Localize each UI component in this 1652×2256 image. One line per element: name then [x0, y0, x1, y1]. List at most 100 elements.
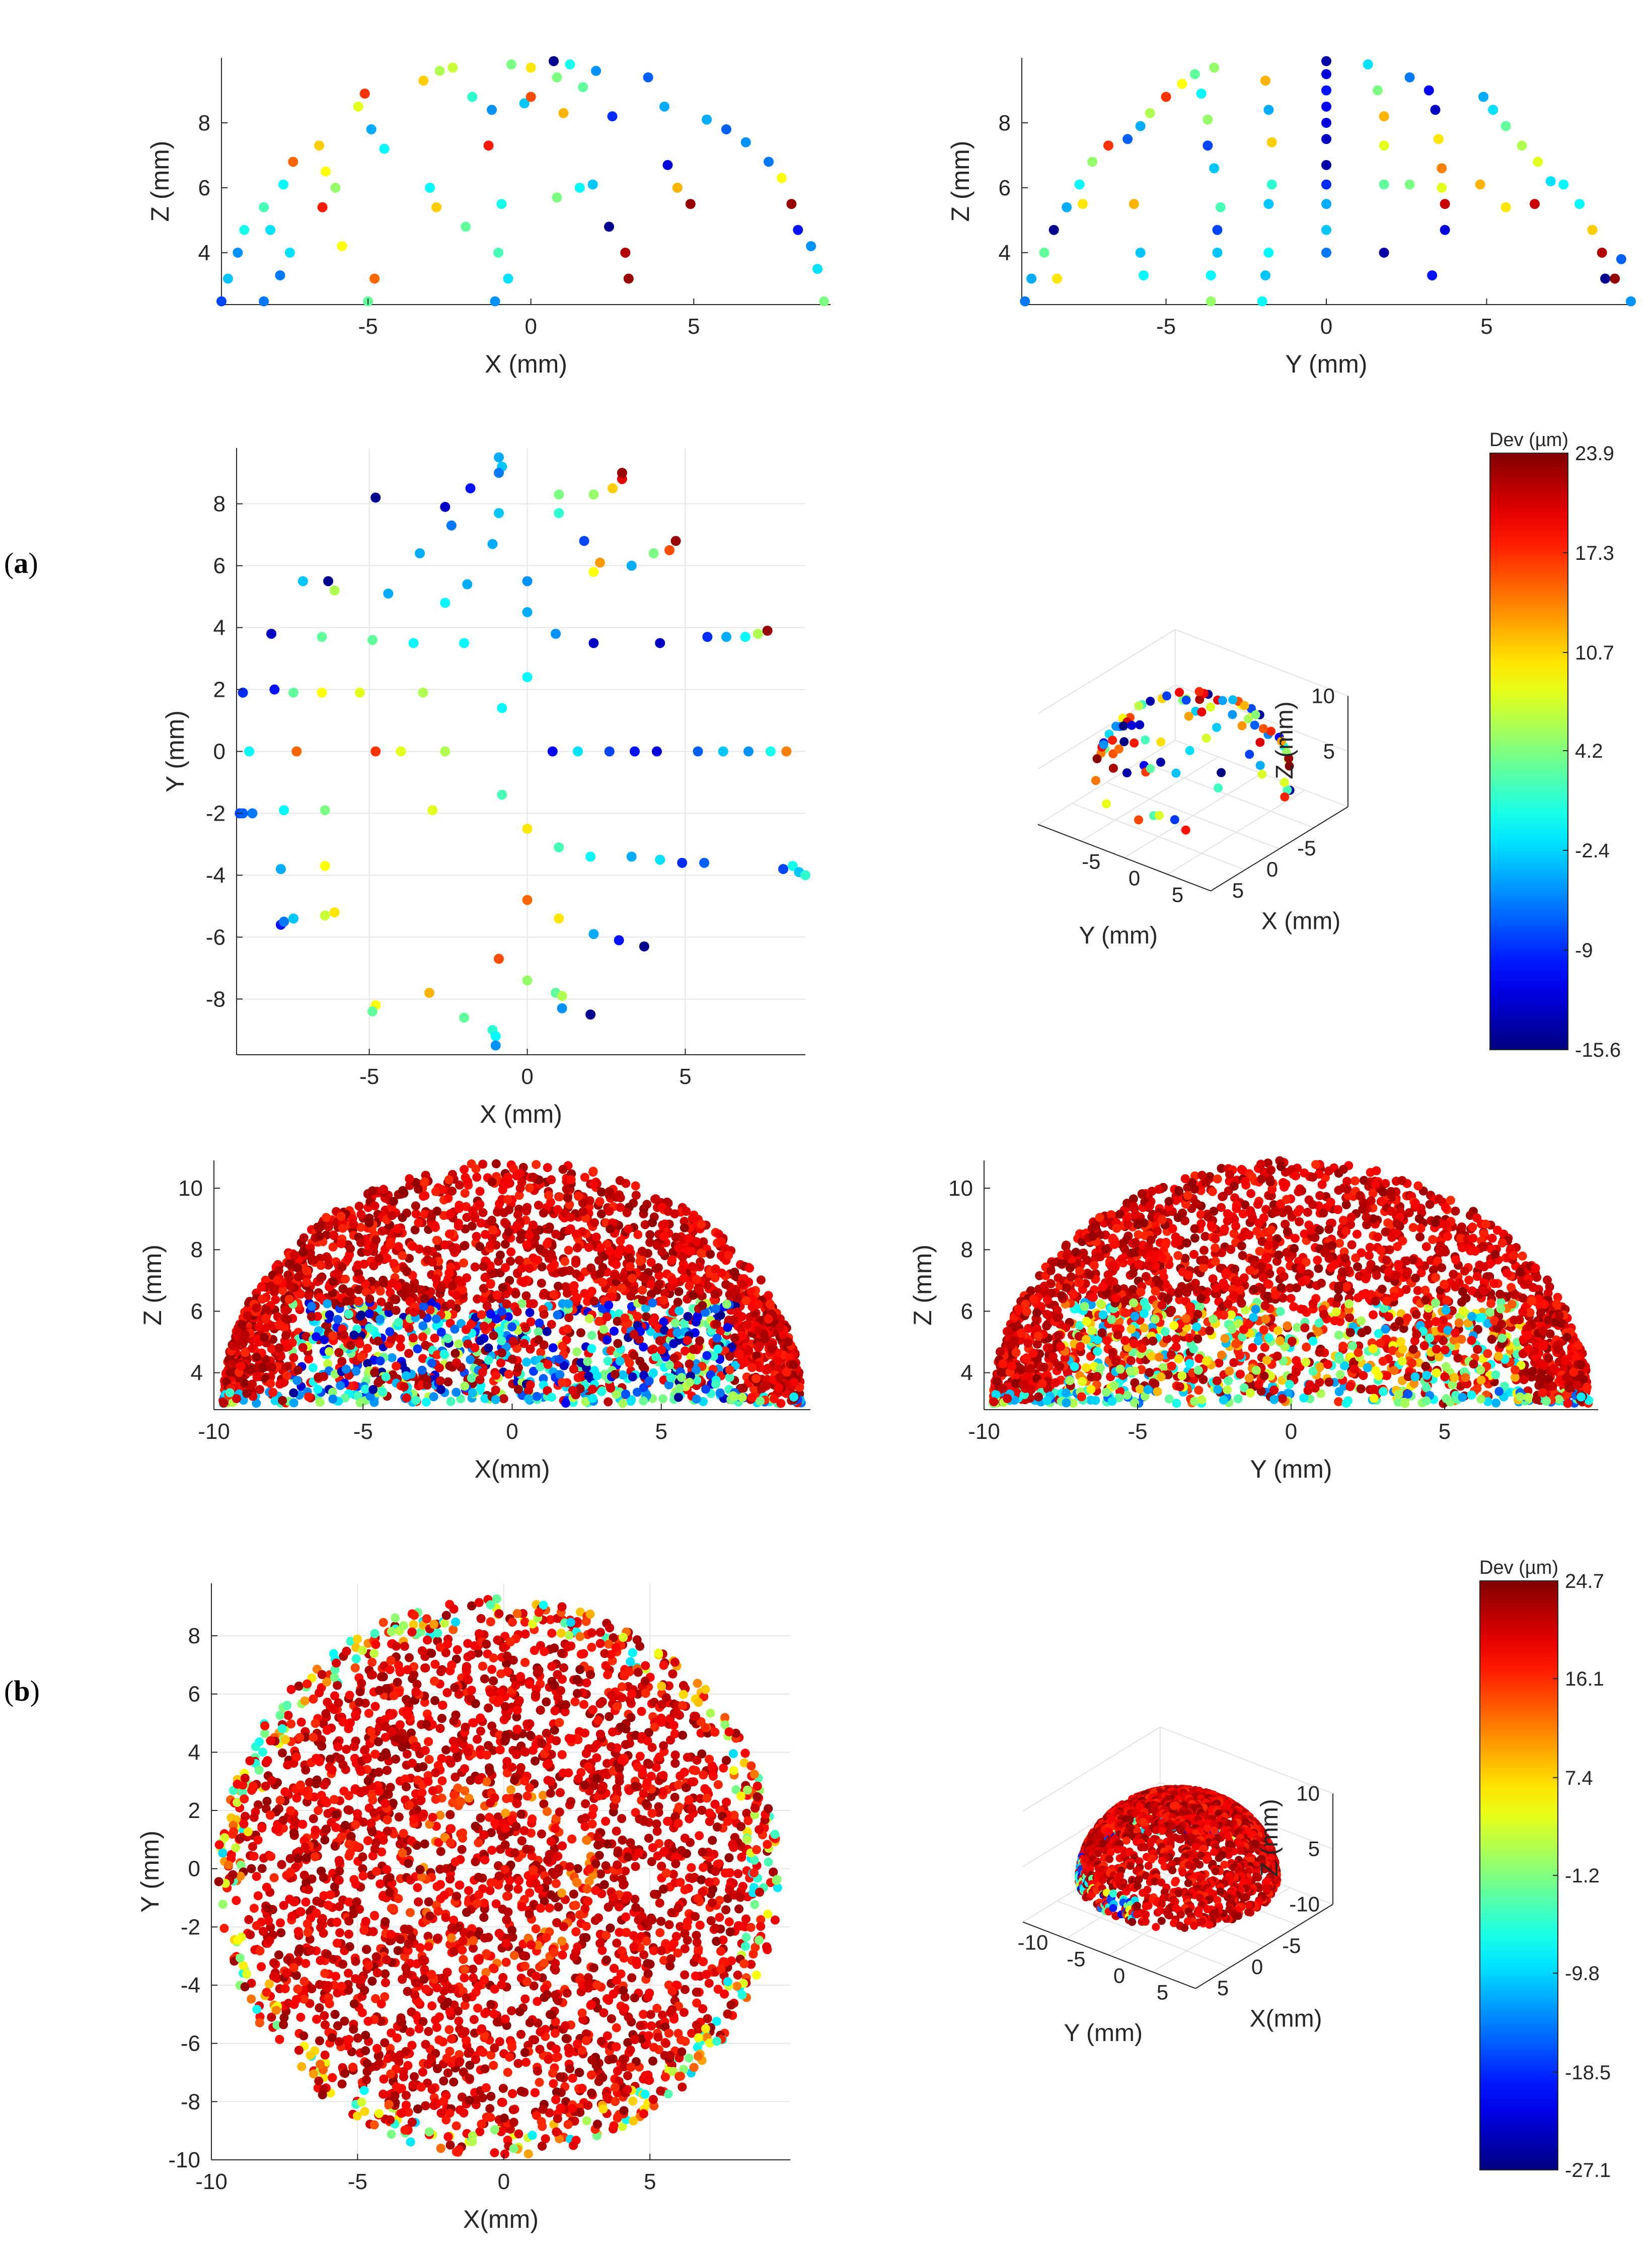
data-point	[519, 98, 530, 109]
data-point	[427, 1212, 436, 1221]
data-point	[1263, 247, 1274, 258]
data-point	[588, 1394, 597, 1403]
data-point	[525, 92, 536, 102]
data-point	[682, 1207, 691, 1216]
data-point	[765, 746, 776, 757]
data-point	[465, 483, 476, 493]
data-point	[610, 1370, 620, 1379]
data-point	[242, 1389, 252, 1398]
data-point	[654, 1279, 664, 1289]
data-point	[783, 1337, 793, 1347]
data-point	[648, 1317, 657, 1327]
data-point	[443, 1377, 453, 1387]
data-point	[1263, 105, 1274, 115]
data-point	[1321, 117, 1331, 128]
data-point	[460, 1165, 469, 1174]
data-point	[496, 1358, 506, 1368]
data-point	[399, 1382, 409, 1392]
data-point	[616, 1236, 625, 1246]
data-point	[321, 166, 331, 177]
data-point	[512, 1307, 522, 1317]
data-point	[710, 1289, 720, 1299]
data-point	[1421, 1383, 1431, 1393]
data-point	[584, 1243, 593, 1252]
data-point	[431, 1314, 441, 1324]
data-point	[423, 1246, 432, 1255]
data-point	[507, 1322, 517, 1332]
data-point	[534, 1200, 543, 1210]
data-point	[302, 1278, 312, 1287]
data-point	[1299, 1305, 1308, 1315]
data-point	[323, 1359, 333, 1368]
data-point	[648, 1298, 657, 1307]
data-point	[1138, 1344, 1147, 1353]
data-point	[325, 1310, 334, 1320]
data-point	[564, 1246, 573, 1255]
data-point	[370, 492, 381, 503]
data-point	[1528, 1366, 1538, 1376]
data-point	[677, 1265, 687, 1275]
data-point	[743, 1320, 753, 1329]
x-tick-label: 5	[655, 1419, 667, 1444]
data-point	[240, 1378, 250, 1388]
data-point	[758, 1384, 767, 1393]
data-point	[462, 579, 473, 590]
data-point	[603, 1356, 613, 1366]
data-point	[337, 241, 347, 251]
y-tick-label: 6	[198, 176, 210, 200]
data-point	[789, 1377, 799, 1387]
data-point	[744, 1346, 754, 1356]
data-point	[1558, 179, 1569, 190]
data-point	[289, 1353, 298, 1362]
data-point	[289, 1250, 299, 1260]
data-point	[626, 1291, 636, 1301]
data-point	[1351, 1253, 1361, 1263]
data-point	[1260, 76, 1270, 86]
data-point	[504, 1227, 513, 1236]
data-point	[588, 638, 599, 648]
data-point	[1400, 1399, 1410, 1408]
data-point	[614, 935, 624, 945]
data-point	[590, 1218, 599, 1227]
data-point	[588, 929, 599, 939]
data-point	[604, 222, 614, 232]
data-point	[452, 1290, 461, 1300]
data-point	[461, 1224, 470, 1233]
data-point	[1464, 1275, 1474, 1285]
data-point	[355, 1275, 365, 1284]
data-point	[436, 1328, 446, 1337]
data-point	[617, 468, 627, 478]
data-point	[1113, 1330, 1122, 1340]
data-point	[298, 1343, 308, 1352]
data-point	[1487, 1335, 1496, 1344]
data-point	[573, 746, 583, 757]
data-point	[543, 1360, 553, 1369]
y-tick-label: 6	[213, 554, 226, 578]
data-point	[552, 192, 562, 203]
data-point	[1229, 1229, 1239, 1239]
data-point	[1238, 1251, 1247, 1260]
data-point	[363, 1344, 372, 1353]
data-point	[607, 111, 618, 122]
data-point	[1220, 1224, 1229, 1234]
data-point	[585, 1009, 596, 1020]
data-point	[487, 105, 497, 115]
data-point	[653, 1263, 663, 1272]
data-point	[551, 1229, 561, 1239]
data-point	[625, 1358, 634, 1368]
data-point	[638, 1295, 647, 1305]
data-point	[356, 1238, 365, 1248]
data-point	[685, 1377, 694, 1387]
data-point	[599, 1325, 609, 1334]
data-point	[1183, 1191, 1192, 1200]
data-point	[635, 1257, 645, 1266]
data-point	[1101, 1245, 1110, 1254]
data-point	[289, 1388, 298, 1398]
data-point	[652, 1241, 662, 1250]
data-point	[1062, 1250, 1072, 1260]
data-point	[569, 1281, 579, 1290]
data-point	[646, 1279, 655, 1289]
data-point	[1139, 270, 1149, 280]
data-point	[623, 273, 634, 284]
